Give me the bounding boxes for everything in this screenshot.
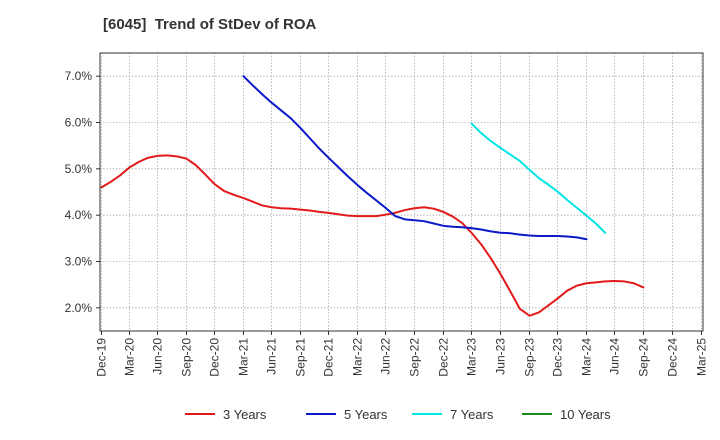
series-line-3-years — [100, 154, 645, 317]
series-line-5-years — [242, 75, 588, 241]
legend-label: 10 Years — [560, 407, 611, 422]
x-tick-label: Sep-24 — [637, 338, 651, 377]
plot-frame — [99, 52, 704, 332]
x-tick-label: Sep-21 — [294, 338, 308, 377]
x-tick-label: Dec-24 — [666, 338, 680, 377]
x-tick-label: Jun-21 — [265, 338, 279, 375]
x-tick-label: Jun-20 — [151, 338, 165, 375]
x-tick-label: Sep-22 — [408, 338, 422, 377]
x-tick-label: Dec-21 — [322, 338, 336, 377]
y-tick-label: 7.0% — [65, 69, 93, 83]
y-tick-label: 5.0% — [65, 162, 93, 176]
x-tick-label: Jun-23 — [494, 338, 508, 375]
x-tick-label: Mar-25 — [695, 338, 709, 376]
x-tick-label: Sep-23 — [523, 338, 537, 377]
x-tick-label: Sep-20 — [180, 338, 194, 377]
chart-title: [6045] Trend of StDev of ROA — [103, 16, 317, 33]
x-tick-label: Jun-24 — [608, 338, 622, 375]
x-tick-label: Mar-24 — [580, 338, 594, 376]
series-lines — [100, 75, 645, 317]
legend-label: 7 Years — [450, 407, 494, 422]
x-tick-label: Dec-22 — [437, 338, 451, 377]
x-tick-label: Dec-23 — [551, 338, 565, 377]
x-tick-label: Jun-22 — [379, 338, 393, 375]
legend: 3 Years 5 Years 7 Years 10 Years — [185, 407, 611, 422]
x-tick-label: Dec-20 — [208, 338, 222, 377]
x-tick-label: Mar-21 — [237, 338, 251, 376]
x-tick-label: Mar-23 — [465, 338, 479, 376]
y-tick-label: 6.0% — [65, 116, 93, 130]
y-tick-label: 3.0% — [65, 255, 93, 269]
y-tick-label: 2.0% — [65, 301, 93, 315]
legend-label: 3 Years — [223, 407, 267, 422]
series-line-7-years — [470, 122, 607, 234]
x-tick-label: Mar-22 — [351, 338, 365, 376]
y-tick-label: 4.0% — [65, 208, 93, 222]
axes: 2.0% 3.0% 4.0% 5.0% 6.0% 7.0% Dec-19 Mar-20 Jun-… — [65, 52, 709, 377]
x-tick-label: Mar-20 — [123, 338, 137, 376]
x-tick-label: Dec-19 — [95, 338, 109, 377]
grid-lines — [100, 53, 703, 331]
legend-label: 5 Years — [344, 407, 388, 422]
